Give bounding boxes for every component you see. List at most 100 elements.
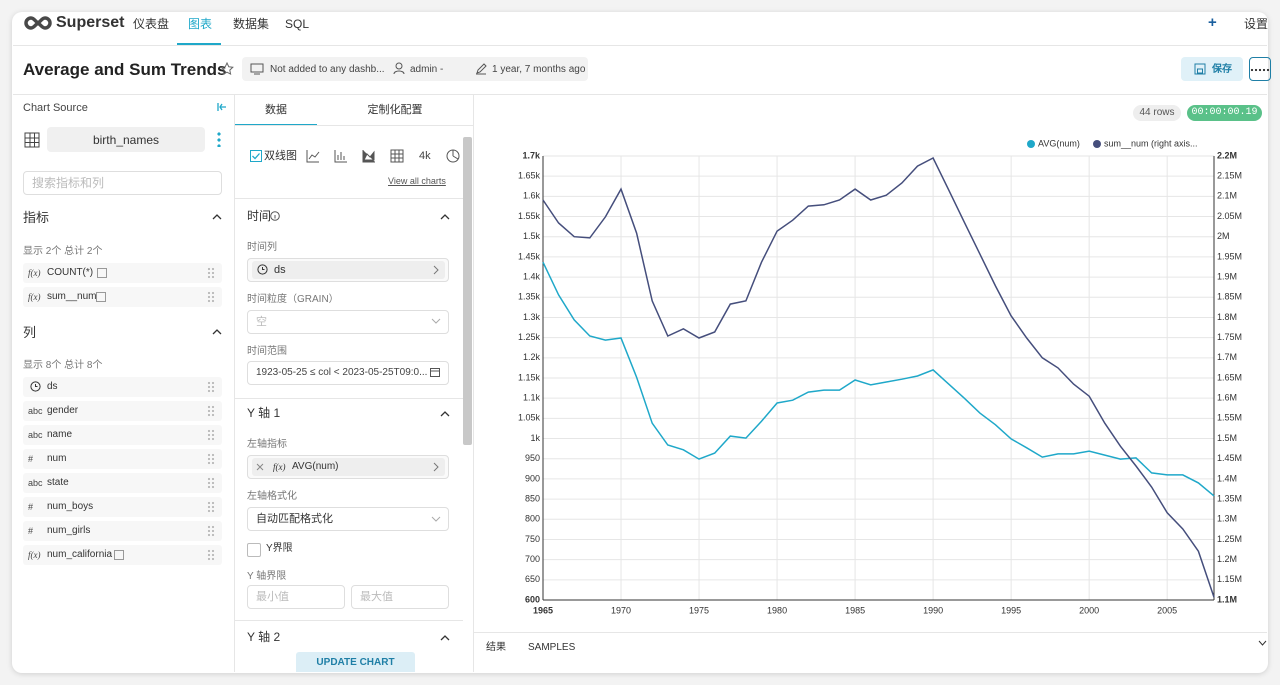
- drag-handle[interactable]: [207, 267, 215, 279]
- field-name: name: [47, 429, 73, 440]
- expand-chevron[interactable]: [1258, 640, 1267, 647]
- collapse-icon[interactable]: [216, 101, 228, 113]
- save-icon: [1194, 63, 1206, 75]
- checkbox-label: Y界限: [266, 543, 293, 554]
- y2-tick-label: 1.9M: [1217, 271, 1237, 281]
- arrow: [433, 462, 439, 472]
- drag-handle[interactable]: [207, 405, 215, 417]
- y-tick-label: 650: [525, 574, 540, 584]
- chart-title: Average and Sum Trends: [23, 60, 227, 79]
- favorite-star[interactable]: [220, 62, 234, 76]
- field-name: sum__num: [47, 291, 97, 302]
- results-tab[interactable]: SAMPLES: [528, 642, 576, 653]
- dataset-menu[interactable]: [217, 131, 221, 147]
- panel-divider: [473, 95, 474, 672]
- nav-item[interactable]: 图表: [188, 17, 213, 31]
- y2-tick-label: 1.4M: [1217, 473, 1237, 483]
- y-tick-label: 1.5k: [523, 231, 541, 241]
- format-select[interactable]: [247, 507, 449, 531]
- y2-tick-label: 1.6M: [1217, 393, 1237, 403]
- field-label: 左轴格式化: [247, 491, 297, 502]
- scrollbar[interactable]: [463, 137, 472, 445]
- tab-border: [235, 125, 473, 126]
- y-tick-label: 1.05k: [518, 413, 541, 423]
- checkbox[interactable]: [247, 543, 261, 557]
- nav-item[interactable]: SQL: [285, 17, 310, 31]
- viz-type[interactable]: 双线图: [264, 150, 297, 162]
- tab-active[interactable]: 数据: [265, 104, 287, 116]
- field-item[interactable]: [23, 287, 222, 307]
- field-item[interactable]: [23, 401, 222, 421]
- nav-item[interactable]: 仪表盘: [133, 17, 170, 31]
- nav-border: [13, 45, 1267, 46]
- viz-icons[interactable]: [306, 149, 466, 163]
- grain-select[interactable]: [247, 310, 449, 334]
- field-item[interactable]: [23, 425, 222, 445]
- drag-handle[interactable]: [207, 381, 215, 393]
- remove-icon[interactable]: [256, 463, 264, 471]
- brand[interactable]: Superset: [56, 14, 125, 31]
- section-title[interactable]: Y 轴 1: [247, 406, 281, 420]
- y2-tick-label: 2.05M: [1217, 211, 1242, 221]
- drag-handle[interactable]: [207, 429, 215, 441]
- settings[interactable]: 设置: [1244, 17, 1269, 31]
- field-item[interactable]: [23, 473, 222, 493]
- field-item[interactable]: [23, 545, 222, 565]
- max-input[interactable]: [351, 585, 449, 609]
- update-chart-button[interactable]: UPDATE CHART: [296, 652, 415, 672]
- chart: 600 650 700 750 800 850 900 950 1k 1.05k 1.1k 1.15k…: [518, 138, 1242, 615]
- section-title[interactable]: 时间: [247, 209, 272, 223]
- collapse-chevron[interactable]: [440, 634, 450, 642]
- search-input[interactable]: [23, 171, 222, 195]
- nav-item[interactable]: 数据集: [233, 17, 270, 31]
- field-name: num_california: [47, 549, 113, 560]
- y2-tick-label: 1.1M: [1217, 594, 1237, 604]
- y2-tick-label: 1.35M: [1217, 493, 1242, 503]
- field-item[interactable]: [23, 263, 222, 283]
- collapse-chevron[interactable]: [212, 328, 222, 336]
- view-all-link[interactable]: View all charts: [388, 176, 446, 186]
- section-border: [235, 620, 463, 621]
- y-tick-label: 1.1k: [523, 393, 541, 403]
- drag-handle[interactable]: [207, 477, 215, 489]
- drag-handle[interactable]: [207, 291, 215, 303]
- drag-handle[interactable]: [207, 501, 215, 513]
- section-title[interactable]: Y 轴 2: [247, 630, 281, 644]
- field-item[interactable]: [23, 377, 222, 397]
- format-value: 自动匹配格式化: [256, 513, 333, 525]
- new-button[interactable]: +: [1208, 14, 1217, 31]
- time-range[interactable]: [247, 361, 449, 385]
- y-tick-label: 1.55k: [518, 211, 541, 221]
- drag-handle[interactable]: [207, 453, 215, 465]
- min-input[interactable]: [247, 585, 345, 609]
- results-tab[interactable]: 结果: [486, 642, 506, 653]
- dashboards-info[interactable]: Not added to any dashb...: [270, 64, 385, 75]
- collapse-chevron[interactable]: [440, 213, 450, 221]
- owner-info[interactable]: admin -: [410, 64, 444, 75]
- y2-tick-label: 1.5M: [1217, 433, 1237, 443]
- grain-placeholder: 空: [256, 316, 267, 328]
- save-button[interactable]: [1181, 57, 1243, 81]
- field-name: num: [47, 453, 67, 464]
- viz-bignumber[interactable]: 4k: [419, 150, 431, 162]
- more-button[interactable]: [1249, 57, 1271, 81]
- x-tick-label: 1975: [689, 605, 709, 615]
- query-timer: 00:00:00.19: [1187, 105, 1262, 121]
- dropdown-chevron: [431, 516, 441, 522]
- dataset-pill[interactable]: [47, 127, 205, 152]
- field-item[interactable]: [23, 521, 222, 541]
- y2-tick-label: 2.2M: [1217, 150, 1237, 160]
- tab[interactable]: 定制化配置: [367, 104, 423, 116]
- field-item[interactable]: [23, 497, 222, 517]
- field-type-icon: abc: [28, 478, 43, 488]
- arrow: [433, 265, 439, 275]
- field-name: gender: [47, 405, 79, 416]
- series-line: [542, 261, 1215, 497]
- drag-handle[interactable]: [207, 549, 215, 561]
- y-tick-label: 750: [525, 534, 540, 544]
- field-item[interactable]: [23, 449, 222, 469]
- collapse-chevron[interactable]: [440, 410, 450, 418]
- drag-handle[interactable]: [207, 525, 215, 537]
- dropdown-chevron: [431, 318, 441, 324]
- collapse-chevron[interactable]: [212, 213, 222, 221]
